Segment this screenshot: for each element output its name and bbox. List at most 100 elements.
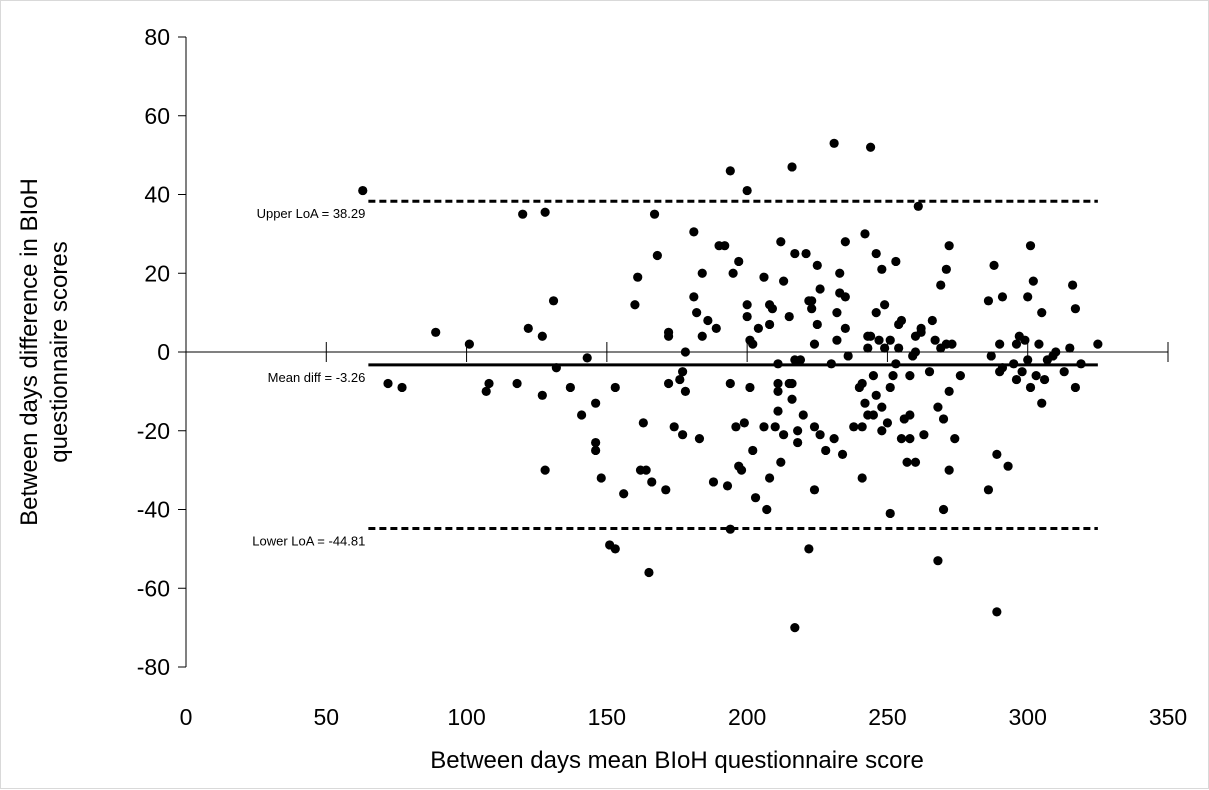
y-tick-label: -60 (137, 575, 170, 601)
data-point (708, 477, 719, 487)
data-point (689, 227, 699, 237)
data-point (725, 378, 735, 389)
data-point (930, 335, 940, 345)
y-tick-label: 20 (144, 260, 170, 286)
data-point (678, 430, 688, 440)
y-tick-label: 40 (144, 182, 170, 208)
data-point (725, 166, 735, 176)
data-point (728, 268, 738, 278)
data-point (1093, 339, 1103, 349)
y-tick-label: 60 (144, 103, 170, 129)
data-point (1068, 280, 1078, 290)
x-tick-label: 300 (1009, 704, 1047, 730)
data-point (523, 323, 533, 333)
data-point (821, 445, 831, 456)
data-point (748, 445, 758, 456)
data-point (750, 493, 761, 503)
data-point (745, 382, 755, 393)
data-point (995, 339, 1005, 349)
data-point (1011, 374, 1022, 385)
x-tick-label: 350 (1149, 704, 1187, 730)
data-point (1070, 304, 1081, 314)
data-point (1025, 382, 1036, 393)
data-point (809, 422, 820, 432)
data-point (1037, 308, 1047, 318)
y-tick-label: -80 (137, 654, 170, 680)
data-point (809, 485, 820, 495)
data-point (913, 201, 923, 211)
data-point (663, 327, 674, 337)
data-point (812, 260, 822, 270)
data-point (540, 465, 550, 475)
data-point (807, 296, 817, 306)
data-point (787, 394, 797, 404)
data-point (759, 272, 769, 282)
data-point (591, 437, 601, 448)
data-point (652, 250, 662, 261)
data-point (1059, 367, 1069, 377)
data-point (725, 524, 735, 534)
data-point (1076, 359, 1086, 369)
data-point (983, 485, 994, 495)
data-point (694, 434, 705, 444)
data-point (697, 331, 707, 341)
data-point (1070, 382, 1081, 393)
data-point (950, 434, 960, 444)
data-point (742, 185, 752, 196)
data-point (773, 386, 783, 396)
data-point (551, 363, 561, 373)
data-point (793, 437, 803, 448)
data-point (661, 485, 671, 495)
reference-lines-layer (368, 199, 1098, 530)
data-point (826, 359, 836, 369)
y-tick-label: -20 (137, 418, 170, 444)
axes-layer (178, 36, 1169, 668)
data-point (1039, 374, 1050, 385)
data-point (1065, 343, 1075, 353)
data-point (703, 315, 713, 326)
x-tick-label: 50 (313, 704, 339, 730)
data-point (1009, 359, 1019, 369)
data-point (863, 343, 873, 353)
data-point (742, 311, 752, 322)
data-point (748, 339, 758, 349)
data-point (790, 623, 800, 633)
data-point (577, 410, 587, 420)
data-point (815, 430, 825, 440)
data-point (919, 430, 929, 440)
data-point (773, 378, 783, 389)
data-point (734, 256, 744, 267)
y-axis-title-line-1: Between days difference in BIoH (16, 178, 43, 526)
data-point (992, 607, 1002, 617)
data-point (891, 359, 901, 369)
data-point (809, 339, 820, 349)
data-point (787, 378, 797, 389)
data-point (902, 457, 912, 467)
data-point (641, 465, 651, 475)
data-point (986, 351, 996, 361)
data-point (464, 339, 474, 349)
data-point (1003, 461, 1013, 471)
data-point (680, 386, 691, 396)
data-point (1028, 276, 1038, 286)
data-point (762, 504, 772, 515)
data-point (431, 327, 441, 337)
x-tick-label: 150 (588, 704, 626, 730)
data-point (1051, 347, 1061, 357)
data-point (610, 382, 620, 393)
data-point (877, 402, 887, 412)
data-point (591, 398, 601, 408)
data-point (537, 331, 547, 341)
data-point (807, 304, 817, 314)
data-point (773, 406, 783, 416)
data-point (936, 280, 946, 290)
data-point (905, 371, 915, 381)
data-point (1017, 367, 1027, 377)
data-point (868, 410, 879, 420)
data-point (837, 449, 848, 459)
data-point (891, 256, 901, 267)
x-tick-label: 250 (868, 704, 906, 730)
data-point (871, 390, 881, 400)
